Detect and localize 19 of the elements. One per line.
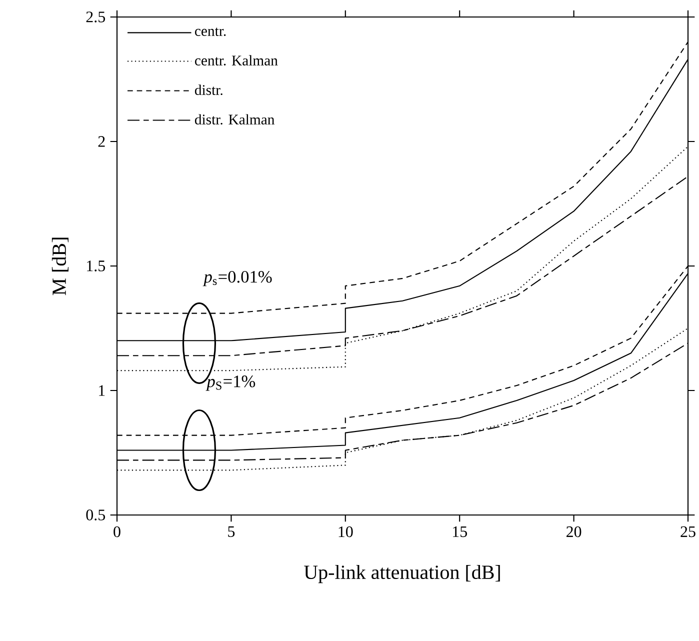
annotation: p$_{S}$=1% (206, 376, 256, 391)
legend-label: distr. (194, 84, 222, 96)
y-tick-label: 2.5 (86, 12, 106, 22)
legend-label: centr. Kalman (195, 55, 278, 66)
legend-label: centr. (195, 28, 226, 36)
x-tick-label: 10 (338, 526, 353, 538)
annotation: p$_{s}$=0.01% (202, 270, 272, 286)
x-tick-label: 25 (680, 526, 696, 538)
y-tick-label: 2 (98, 136, 105, 147)
y-tick-label: 1.5 (87, 260, 106, 272)
x-tick-label: 20 (566, 526, 582, 538)
x-tick-label: 15 (453, 526, 467, 538)
x-tick-label: 0 (114, 526, 120, 538)
x-tick-label: 5 (228, 526, 235, 537)
x-axis-title: Up-link attenuation [dB] (304, 564, 500, 584)
legend-label: distr. Kalman (194, 114, 274, 125)
y-tick-label: 0.5 (86, 510, 106, 520)
y-tick-label: 1 (99, 385, 105, 396)
y-axis-title: M [dB] (52, 238, 68, 296)
